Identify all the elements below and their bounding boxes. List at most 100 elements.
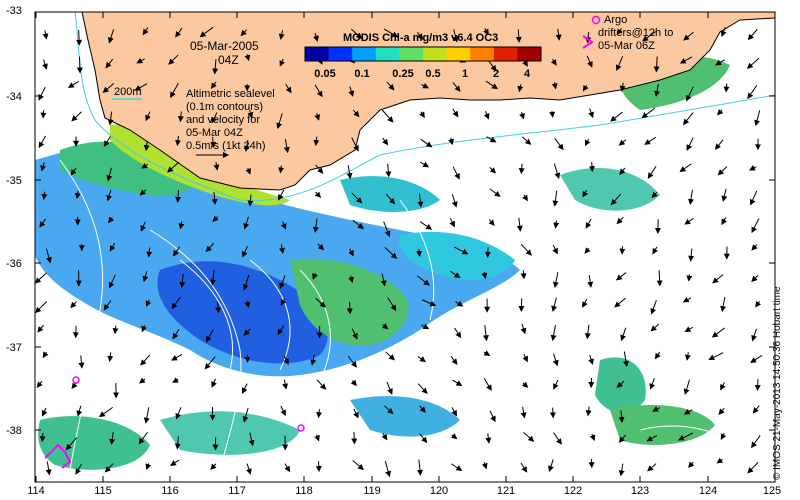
velocity-arrow	[416, 459, 423, 476]
velocity-arrow	[718, 407, 725, 415]
velocity-arrow	[452, 82, 461, 92]
velocity-arrow	[98, 406, 113, 418]
velocity-arrow	[450, 355, 458, 365]
altimetry-note-line: (0.1m contours)	[186, 101, 264, 113]
velocity-arrow	[552, 353, 559, 367]
chl-patch-core	[157, 261, 328, 364]
chl-patch-east-1	[560, 167, 660, 211]
velocity-arrow	[555, 28, 562, 41]
velocity-arrow	[614, 297, 626, 308]
velocity-arrow	[385, 163, 392, 178]
velocity-arrow	[683, 112, 694, 126]
velocity-arrow	[386, 381, 393, 395]
velocity-arrow	[212, 215, 219, 222]
velocity-arrow	[145, 111, 151, 122]
velocity-arrow	[141, 162, 149, 169]
velocity-arrow	[172, 328, 180, 340]
velocity-arrow	[380, 273, 387, 287]
velocity-arrow	[683, 409, 693, 415]
velocity-arrow	[683, 379, 691, 395]
argo-note-line: Argo	[604, 14, 628, 26]
velocity-arrow	[314, 191, 322, 198]
velocity-arrow	[582, 190, 589, 198]
velocity-arrow	[619, 82, 626, 92]
velocity-arrow	[417, 383, 428, 394]
y-tick-label: -33	[6, 5, 22, 17]
velocity-arrow	[641, 107, 656, 119]
velocity-arrow	[486, 136, 497, 143]
colorbar-tick-label: 0.5	[425, 68, 441, 80]
velocity-arrow	[720, 382, 726, 391]
velocity-arrow	[610, 111, 623, 122]
velocity-arrow	[582, 299, 588, 308]
velocity-arrow	[553, 379, 559, 390]
velocity-arrow	[642, 31, 656, 42]
velocity-arrow	[712, 274, 724, 284]
velocity-arrow	[615, 56, 624, 72]
velocity-arrow	[315, 164, 324, 174]
velocity-arrow	[749, 190, 758, 206]
velocity-arrow	[455, 300, 464, 307]
x-tick-label: 114	[27, 485, 45, 497]
velocity-arrow	[38, 86, 46, 101]
velocity-arrow	[548, 459, 554, 472]
velocity-arrow	[213, 161, 220, 171]
y-tick-label: -34	[6, 91, 22, 103]
velocity-arrow	[586, 55, 593, 68]
velocity-arrow	[651, 191, 658, 199]
velocity-arrow	[145, 463, 152, 471]
velocity-arrow	[419, 405, 426, 413]
velocity-arrow	[420, 138, 433, 148]
velocity-arrow	[45, 248, 52, 264]
velocity-arrow	[610, 193, 622, 206]
velocity-arrow	[178, 221, 185, 230]
velocity-arrow	[688, 461, 695, 468]
velocity-arrow	[348, 275, 355, 284]
velocity-arrow	[177, 111, 184, 123]
velocity-arrow	[747, 29, 758, 41]
velocity-arrow	[652, 246, 658, 255]
velocity-arrow	[283, 138, 290, 154]
velocity-arrow	[623, 351, 629, 368]
velocity-arrow	[171, 296, 181, 310]
velocity-arrow	[313, 136, 320, 147]
velocity-arrow	[74, 190, 81, 200]
velocity-arrow	[419, 161, 430, 168]
velocity-arrow	[451, 194, 458, 208]
colorbar-tick-label: 2	[492, 68, 500, 80]
colorbar-tick-label: 0.1	[354, 68, 370, 80]
colorbar-segment	[517, 47, 542, 61]
velocity-arrow	[140, 221, 147, 232]
velocity-arrow	[619, 167, 626, 176]
velocity-arrow	[417, 32, 423, 40]
velocity-arrow	[417, 356, 426, 363]
velocity-arrow	[107, 216, 115, 224]
velocity-arrow	[489, 167, 496, 174]
velocity-arrow	[518, 163, 525, 175]
velocity-arrow	[175, 27, 183, 38]
velocity-arrow	[751, 274, 759, 282]
colorbar-tick-label: 1	[461, 68, 469, 80]
argo-note-line: drifters@12h to	[598, 27, 674, 39]
velocity-arrow	[483, 350, 491, 357]
velocity-arrow	[145, 299, 152, 307]
velocity-arrow	[247, 110, 254, 119]
velocity-arrow	[688, 248, 695, 262]
velocity-arrow	[70, 301, 77, 309]
drifter-track	[44, 443, 72, 469]
velocity-arrow	[212, 59, 219, 75]
velocity-arrow	[384, 246, 398, 259]
velocity-arrow	[246, 463, 252, 475]
velocity-arrow	[277, 325, 285, 336]
velocity-arrow	[314, 434, 320, 442]
velocity-arrow	[384, 405, 394, 415]
velocity-arrow	[678, 432, 694, 441]
velocity-arrow	[65, 437, 78, 451]
velocity-arrow	[644, 136, 657, 145]
velocity-arrow	[146, 247, 153, 258]
velocity-arrow	[450, 433, 458, 440]
x-tick-label: 123	[630, 485, 650, 497]
x-tick-label: 118	[295, 485, 313, 497]
velocity-arrow	[312, 272, 318, 280]
drifter-legend-marker	[591, 15, 601, 25]
